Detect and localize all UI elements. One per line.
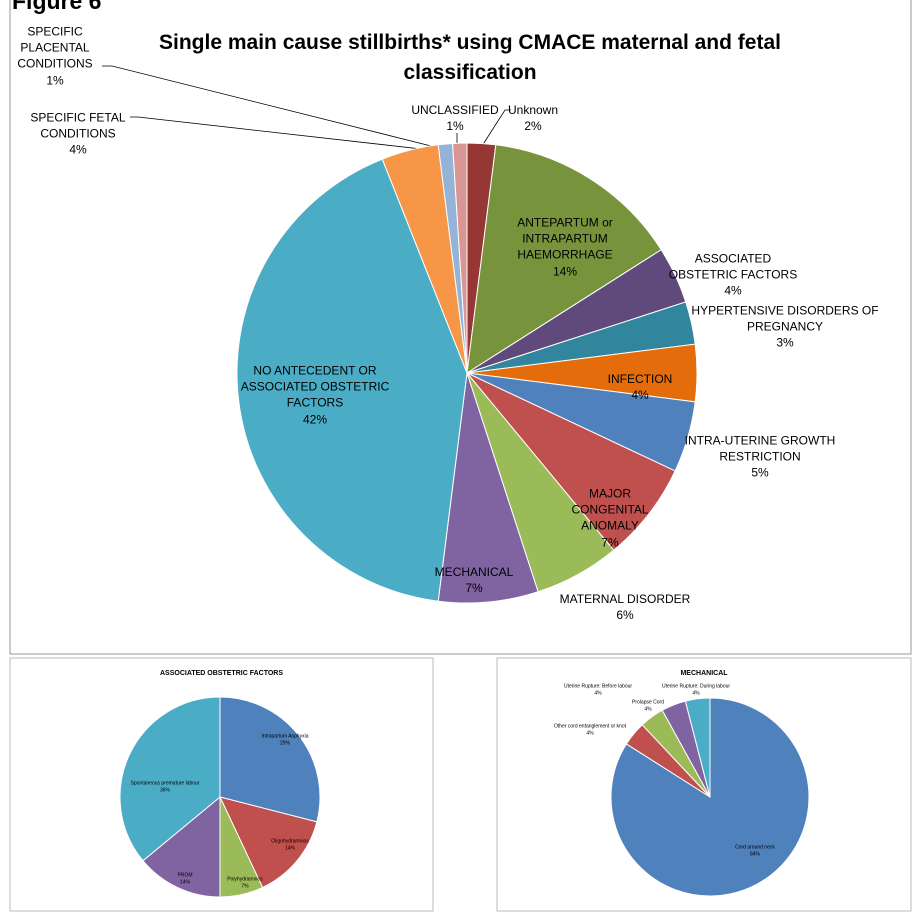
pie-slice (437, 372, 539, 604)
slice-label: NO ANTECEDENT OR ASSOCIATED OBSTETRIC FA… (230, 363, 400, 428)
slice-category: HYPERTENSIVE DISORDERS OF PREGNANCY (691, 303, 879, 334)
leader-line (130, 116, 440, 152)
pie-slice (466, 372, 676, 551)
pie-slice (466, 144, 662, 374)
slice-label: Polyhydramnios 7% (215, 876, 275, 890)
slice-label: MATERNAL DISORDER 6% (540, 591, 710, 623)
panel (9, 657, 434, 912)
slice-category: NO ANTECEDENT OR ASSOCIATED OBSTETRIC FA… (240, 363, 390, 410)
slice-label: HYPERTENSIVE DISORDERS OF PREGNANCY 3% (690, 303, 880, 352)
slice-category: Unknown (507, 102, 559, 117)
slice-category: Prolapse Cord (632, 699, 664, 706)
slice-label: Spontaneous premature labour 36% (125, 780, 205, 794)
pie-slice (119, 696, 221, 862)
slice-value-label: 1% (446, 119, 464, 133)
pie-slice (219, 696, 321, 823)
slice-category: SPECIFIC PLACENTAL CONDITIONS (17, 24, 93, 71)
chart-title: ASSOCIATED OBSTETRIC FACTORS (159, 670, 284, 677)
slice-label: SPECIFIC FETAL CONDITIONS 4% (8, 110, 148, 159)
slice-label: PROM 14% (160, 872, 210, 886)
slice-category: ASSOCIATED OBSTETRIC FACTORS (668, 251, 798, 282)
slice-label: Uterine Rupture: During labour 4% (651, 683, 741, 697)
slice-label: ANTEPARTUM or INTRAPARTUM HAEMORRHAGE 14% (495, 215, 635, 280)
slice-value-label: 4% (631, 388, 649, 402)
slice-value-label: 5% (751, 466, 769, 481)
slice-value-label: 84% (749, 851, 760, 857)
slice-category: INTRA-UTERINE GROWTH RESTRICTION (684, 433, 836, 464)
slice-category: Oligohydramnios (271, 838, 309, 845)
slice-value-label: 4% (69, 143, 87, 158)
slice-category: ANTEPARTUM or INTRAPARTUM HAEMORRHAGE (517, 215, 613, 262)
leader-line (102, 65, 448, 151)
slice-category: MECHANICAL (434, 564, 514, 579)
slice-category: PROM (177, 872, 193, 879)
slice-category: INFECTION (607, 371, 673, 386)
figure-label: Figure 6 (12, 0, 102, 14)
slice-value-label: 4% (644, 706, 652, 712)
slice-category: Cord around neck (735, 844, 775, 851)
slice-value-label: 6% (616, 608, 634, 622)
slice-label: ASSOCIATED OBSTETRIC FACTORS 4% (663, 251, 803, 300)
slice-value-label: 42% (302, 412, 328, 427)
slice-value-label: 1% (46, 73, 64, 88)
slice-label: MAJOR CONGENITAL ANOMALY 7% (563, 486, 658, 551)
slice-value-label: 14% (552, 264, 578, 279)
slice-label: MECHANICAL 7% (424, 564, 524, 596)
slice-value-label: 3% (776, 336, 794, 351)
panel (9, 0, 912, 655)
chart-title: MECHANICAL (680, 670, 728, 677)
slice-category: MAJOR CONGENITAL ANOMALY (571, 486, 649, 533)
slice-label: Prolapse Cord 4% (618, 699, 678, 713)
slice-value-label: 4% (692, 690, 700, 696)
slice-category: Uterine Rupture: During labour (661, 683, 731, 690)
slice-category: Spontaneous premature labour (130, 780, 200, 787)
slice-label: UNCLASSIFIED 1% (400, 102, 510, 134)
leader-lines (102, 65, 511, 152)
slice-category: MATERNAL DISORDER (559, 591, 691, 606)
slice-value-label: 7% (241, 883, 249, 889)
slice-value-label: 14% (284, 845, 295, 851)
slice-value-label: 4% (594, 690, 602, 696)
slice-label: INFECTION 4% (595, 371, 685, 403)
slice-label: Uterine Rupture: Before labour 4% (553, 683, 643, 697)
slice-value-label: 7% (601, 535, 619, 550)
slice-category: SPECIFIC FETAL CONDITIONS (30, 110, 126, 141)
slice-label: Cord around neck 84% (720, 844, 790, 858)
slice-category: Other cord entanglement or knot (554, 723, 626, 730)
leader-line (481, 109, 511, 147)
slice-value-label: 7% (465, 581, 483, 595)
pie-slice (142, 795, 221, 898)
slice-label: Oligohydramnios 14% (260, 838, 320, 852)
slice-label: INTRA-UTERINE GROWTH RESTRICTION 5% (675, 433, 845, 482)
pie-slice (452, 142, 468, 374)
slice-label: Unknown 2% (493, 102, 573, 134)
slice-value-label: 29% (279, 740, 290, 746)
slice-value-label: 2% (524, 119, 542, 133)
slice-category: Uterine Rupture: Before labour (563, 683, 633, 690)
slice-label: Other cord entanglement or knot 4% (545, 723, 635, 737)
slice-value-label: 4% (724, 284, 742, 299)
pie-slice (219, 796, 318, 889)
chart-title: Single main cause stillbirths* using CMA… (159, 31, 781, 84)
slice-category: Polyhydramnios (227, 876, 263, 883)
slice-value-label: 4% (586, 730, 594, 736)
slice-category: Intrapartum Asphyxia (261, 733, 309, 740)
slice-value-label: 36% (159, 787, 170, 793)
slice-label: SPECIFIC PLACENTAL CONDITIONS 1% (5, 24, 105, 89)
pie-slice (684, 697, 711, 798)
pie-slice (236, 158, 468, 602)
slice-category: UNCLASSIFIED (411, 102, 499, 117)
panel (496, 657, 912, 912)
slice-label: Intrapartum Asphyxia 29% (245, 733, 325, 747)
slice-value-label: 14% (179, 879, 190, 885)
